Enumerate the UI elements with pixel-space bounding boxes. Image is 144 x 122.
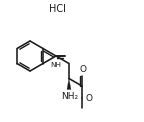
- Text: HCl: HCl: [49, 4, 65, 14]
- Text: O: O: [79, 65, 86, 74]
- Text: NH: NH: [51, 61, 61, 67]
- Polygon shape: [67, 78, 71, 90]
- Text: O: O: [85, 94, 92, 103]
- Text: NH₂: NH₂: [61, 92, 78, 101]
